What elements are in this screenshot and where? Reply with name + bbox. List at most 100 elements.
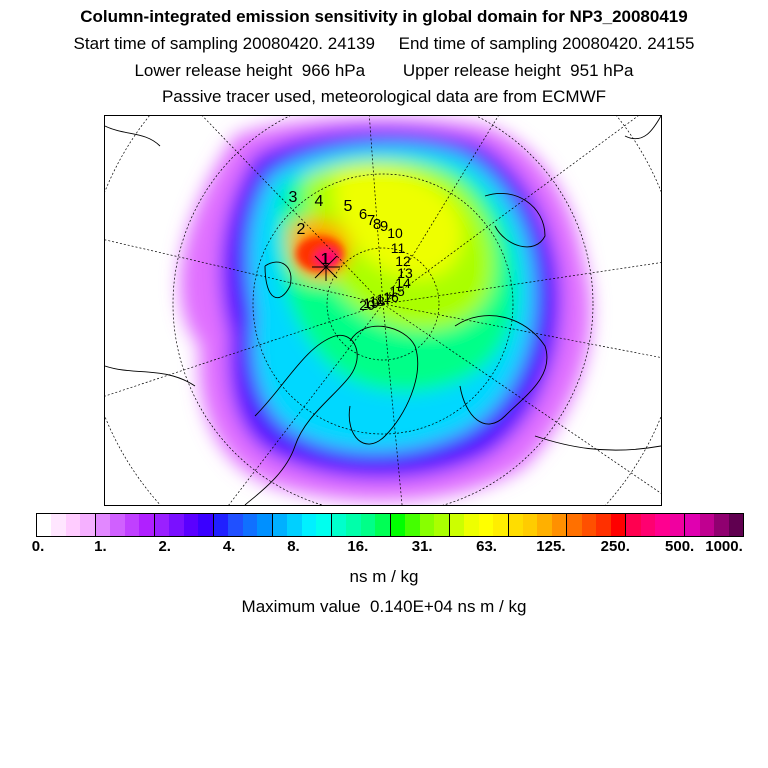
colorbar-cell: [139, 514, 155, 536]
colorbar-cell: [169, 514, 184, 536]
upper-label: Upper release height: [402, 61, 561, 80]
trajectory-label-3: 3: [289, 189, 298, 206]
sensitivity-field: [179, 117, 592, 502]
colorbar-tick-label: 63.: [476, 538, 497, 555]
colorbar-cell: [272, 514, 288, 536]
colorbar-cell: [714, 514, 729, 536]
release-line: Lower release height 966 hPa Upper relea…: [0, 61, 768, 81]
colorbar-tick-label: 1000.: [705, 538, 743, 555]
trajectory-label-4: 4: [315, 193, 324, 210]
colorbar-cell: [390, 514, 406, 536]
colorbar-cell: [655, 514, 670, 536]
colorbar-tick-label: 16.: [347, 538, 369, 555]
trajectory-label-2: 2: [297, 221, 306, 238]
end-label: End time of sampling: [398, 34, 558, 53]
colorbar-cell: [537, 514, 552, 536]
max-value-label: Maximum value: [241, 597, 361, 616]
colorbar-cell: [257, 514, 273, 536]
colorbar-cell: [154, 514, 170, 536]
sampling-line: Start time of sampling 20080420. 24139 E…: [0, 34, 768, 54]
colorbar-cell: [375, 514, 391, 536]
colorbar-tick-label: 31.: [411, 538, 433, 555]
colorbar-cell: [346, 514, 361, 536]
lower-label: Lower release height: [134, 61, 293, 80]
colorbar-cell: [669, 514, 686, 536]
colorbar-cell: [508, 514, 523, 536]
colorbar-cell: [287, 514, 302, 536]
colorbar-cell: [434, 514, 450, 536]
colorbar-cell: [626, 514, 641, 536]
trajectory-label-8: 8: [373, 216, 381, 233]
release-site-marker: [312, 253, 340, 281]
colorbar-cell: [610, 514, 627, 536]
trajectory-label-20: 20: [359, 297, 375, 313]
colorbar-tick-label: 500.: [665, 538, 695, 555]
colorbar-cell: [80, 514, 96, 536]
colorbar-cell: [699, 514, 715, 536]
trajectory-label-15: 15: [389, 283, 405, 299]
start-label: Start time of sampling: [73, 34, 238, 53]
max-value: 0.140E+04 ns m / kg: [370, 597, 527, 616]
end-value: 20080420. 24155: [562, 34, 695, 53]
colorbar-tick-label: 1.: [94, 538, 107, 555]
colorbar-cell: [478, 514, 494, 536]
colorbar-cell: [728, 514, 744, 536]
sensitivity-peak: [296, 236, 344, 272]
colorbar-cell: [242, 514, 258, 536]
colorbar-cell: [95, 514, 111, 536]
upper-value: 951 hPa: [570, 61, 634, 80]
trajectory-label-10: 10: [387, 225, 403, 241]
trajectory-label-5: 5: [344, 198, 353, 215]
colorbar-cell: [228, 514, 243, 536]
trajectory-label-16: 16: [383, 289, 399, 305]
max-value-line: Maximum value 0.140E+04 ns m / kg: [0, 597, 768, 617]
colorbar-cell: [213, 514, 229, 536]
note-line: Passive tracer used, meteorological data…: [161, 87, 607, 106]
trajectory-label-11: 11: [391, 240, 406, 256]
colorbar-cell: [640, 514, 656, 536]
colorbar-tick-label: 125.: [536, 538, 566, 555]
colorbar-cell: [685, 514, 700, 536]
colorbar-cell: [37, 514, 52, 536]
trajectory-label-7: 7: [367, 212, 375, 229]
start-value: 20080420. 24139: [242, 34, 376, 53]
colorbar-cell: [183, 514, 199, 536]
trajectory-label-19: 19: [363, 295, 379, 311]
colorbar-tick-label: 4.: [222, 538, 236, 555]
colorbar-cell: [449, 514, 465, 536]
map-panel: 1 2 3 4 5 6 7 8 9 10 11 12 13 14 15 16 1…: [104, 115, 662, 506]
colorbar-cell: [316, 514, 332, 536]
trajectory-label-9: 9: [380, 218, 388, 235]
trajectory-label-18: 18: [369, 293, 385, 309]
colorbar-cell: [551, 514, 568, 536]
colorbar-cell: [301, 514, 317, 536]
trajectory-label-12: 12: [395, 253, 411, 269]
colorbar-cell: [405, 514, 420, 536]
trajectory-label-1: 1: [321, 251, 330, 268]
colorbar-cell: [419, 514, 435, 536]
trajectory-label-14: 14: [395, 275, 411, 291]
colorbar-tick-label: 0.: [31, 538, 45, 555]
colorbar-cell: [65, 514, 81, 536]
lower-value: 966 hPa: [301, 61, 366, 80]
colorbar-cell: [51, 514, 66, 536]
colorbar-tick-label: 8.: [287, 538, 300, 555]
trajectory-label-17: 17: [376, 291, 392, 307]
trajectory-label-13: 13: [397, 265, 413, 281]
colorbar-tick-label: 2.: [158, 538, 171, 555]
colorbar-cell: [596, 514, 611, 536]
colorbar-cell: [493, 514, 509, 536]
colorbar-cell: [581, 514, 597, 536]
trajectory-markers: 1 2 3 4 5 6 7 8 9 10 11 12 13 14 15 16 1…: [289, 189, 413, 313]
trajectory-label-6: 6: [359, 206, 367, 223]
colorbar-cell: [124, 514, 140, 536]
colorbar-cell: [522, 514, 538, 536]
colorbar-cell: [331, 514, 347, 536]
coastlines: [105, 116, 661, 505]
colorbar-cell: [464, 514, 479, 536]
colorbar-tick-label: 250.: [600, 538, 630, 555]
colorbar-cell: [567, 514, 582, 536]
plot-title: Column-integrated emission sensitivity i…: [80, 7, 688, 26]
colorbar-cell: [360, 514, 376, 536]
colorbar-cell: [198, 514, 214, 536]
